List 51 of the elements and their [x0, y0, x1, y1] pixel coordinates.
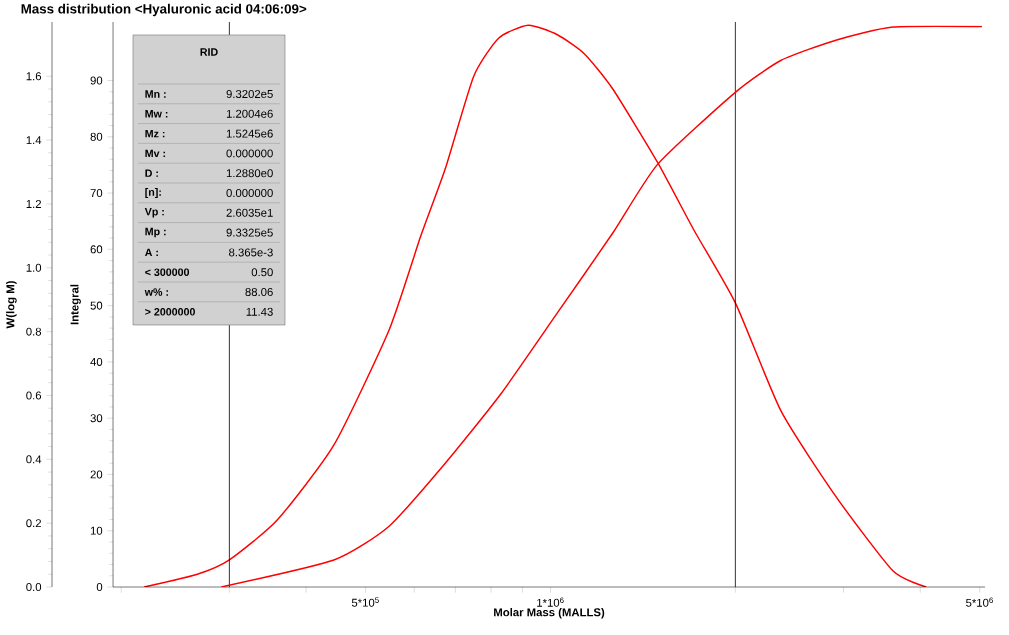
annotation: 0.000000: [226, 188, 273, 197]
annotation: Mn :: [145, 90, 166, 98]
annotation: 0.000000: [226, 149, 273, 158]
annotation: 8.365e-3: [229, 248, 273, 257]
annotation: 2.6035e1: [226, 208, 273, 217]
y-tick-label: 1.4: [26, 136, 42, 144]
y2-tick-label: 20: [90, 470, 103, 479]
annotation: RID: [200, 48, 218, 56]
chart-title: Mass distribution <Hyaluronic acid 04:06:09>: [21, 3, 307, 17]
annotation: > 2000000: [145, 308, 195, 316]
y2-axis-title: Integral: [70, 284, 81, 325]
annotation: 1.2880e0: [226, 169, 273, 178]
y2-tick-label: 80: [90, 132, 103, 141]
annotation: Mp :: [145, 227, 166, 238]
y2-tick-label: 70: [90, 189, 103, 198]
annotation: 1.5245e6: [226, 129, 273, 138]
annotation: Mz :: [145, 129, 165, 138]
annotation: w% :: [144, 288, 168, 296]
annotation: A :: [144, 248, 158, 257]
y-tick-label: 1.0: [26, 263, 42, 272]
x-tick-label: 5*10$^{5}$: [351, 597, 379, 607]
y2-tick-label: 30: [90, 414, 103, 423]
y-tick-label: 0.4: [26, 455, 42, 464]
annotation: 1.2004e6: [226, 109, 273, 118]
y-tick-label: 1.6: [26, 72, 42, 81]
x-tick-label: 1*10$^{6}$: [537, 597, 564, 607]
x-tick-label: 5*10$^{6}$: [966, 597, 993, 607]
annotation: Mv :: [145, 149, 166, 158]
annotation: D :: [145, 169, 158, 177]
y-tick-label: 1.2: [26, 200, 41, 208]
annotation: 11.43: [246, 307, 273, 316]
y-tick-label: 0.8: [26, 327, 42, 336]
y2-tick-label: 90: [90, 76, 103, 85]
y2-tick-label: 10: [90, 526, 103, 535]
annotation: [n]:: [145, 188, 161, 198]
annotation: 0.50: [251, 268, 273, 277]
y2-tick-label: 40: [90, 357, 103, 366]
annotation: Mw :: [145, 110, 168, 118]
y-axis-title: W(log M): [6, 281, 17, 329]
y-tick-label: 0.6: [26, 391, 42, 400]
annotation: 9.3202e5: [226, 89, 273, 98]
y-tick-label: 0.0: [26, 582, 42, 591]
y2-tick-label: 50: [90, 301, 103, 310]
annotation: Vp :: [144, 208, 164, 218]
y-tick-label: 0.2: [26, 519, 41, 528]
y2-tick-label: 60: [90, 245, 103, 254]
annotation: 88.06: [245, 287, 273, 296]
annotation: 9.3325e5: [226, 228, 273, 237]
x-axis-title: Molar Mass (MALLS): [494, 607, 605, 619]
annotation: < 300000: [145, 268, 190, 276]
y2-tick-label: 0: [96, 583, 103, 592]
